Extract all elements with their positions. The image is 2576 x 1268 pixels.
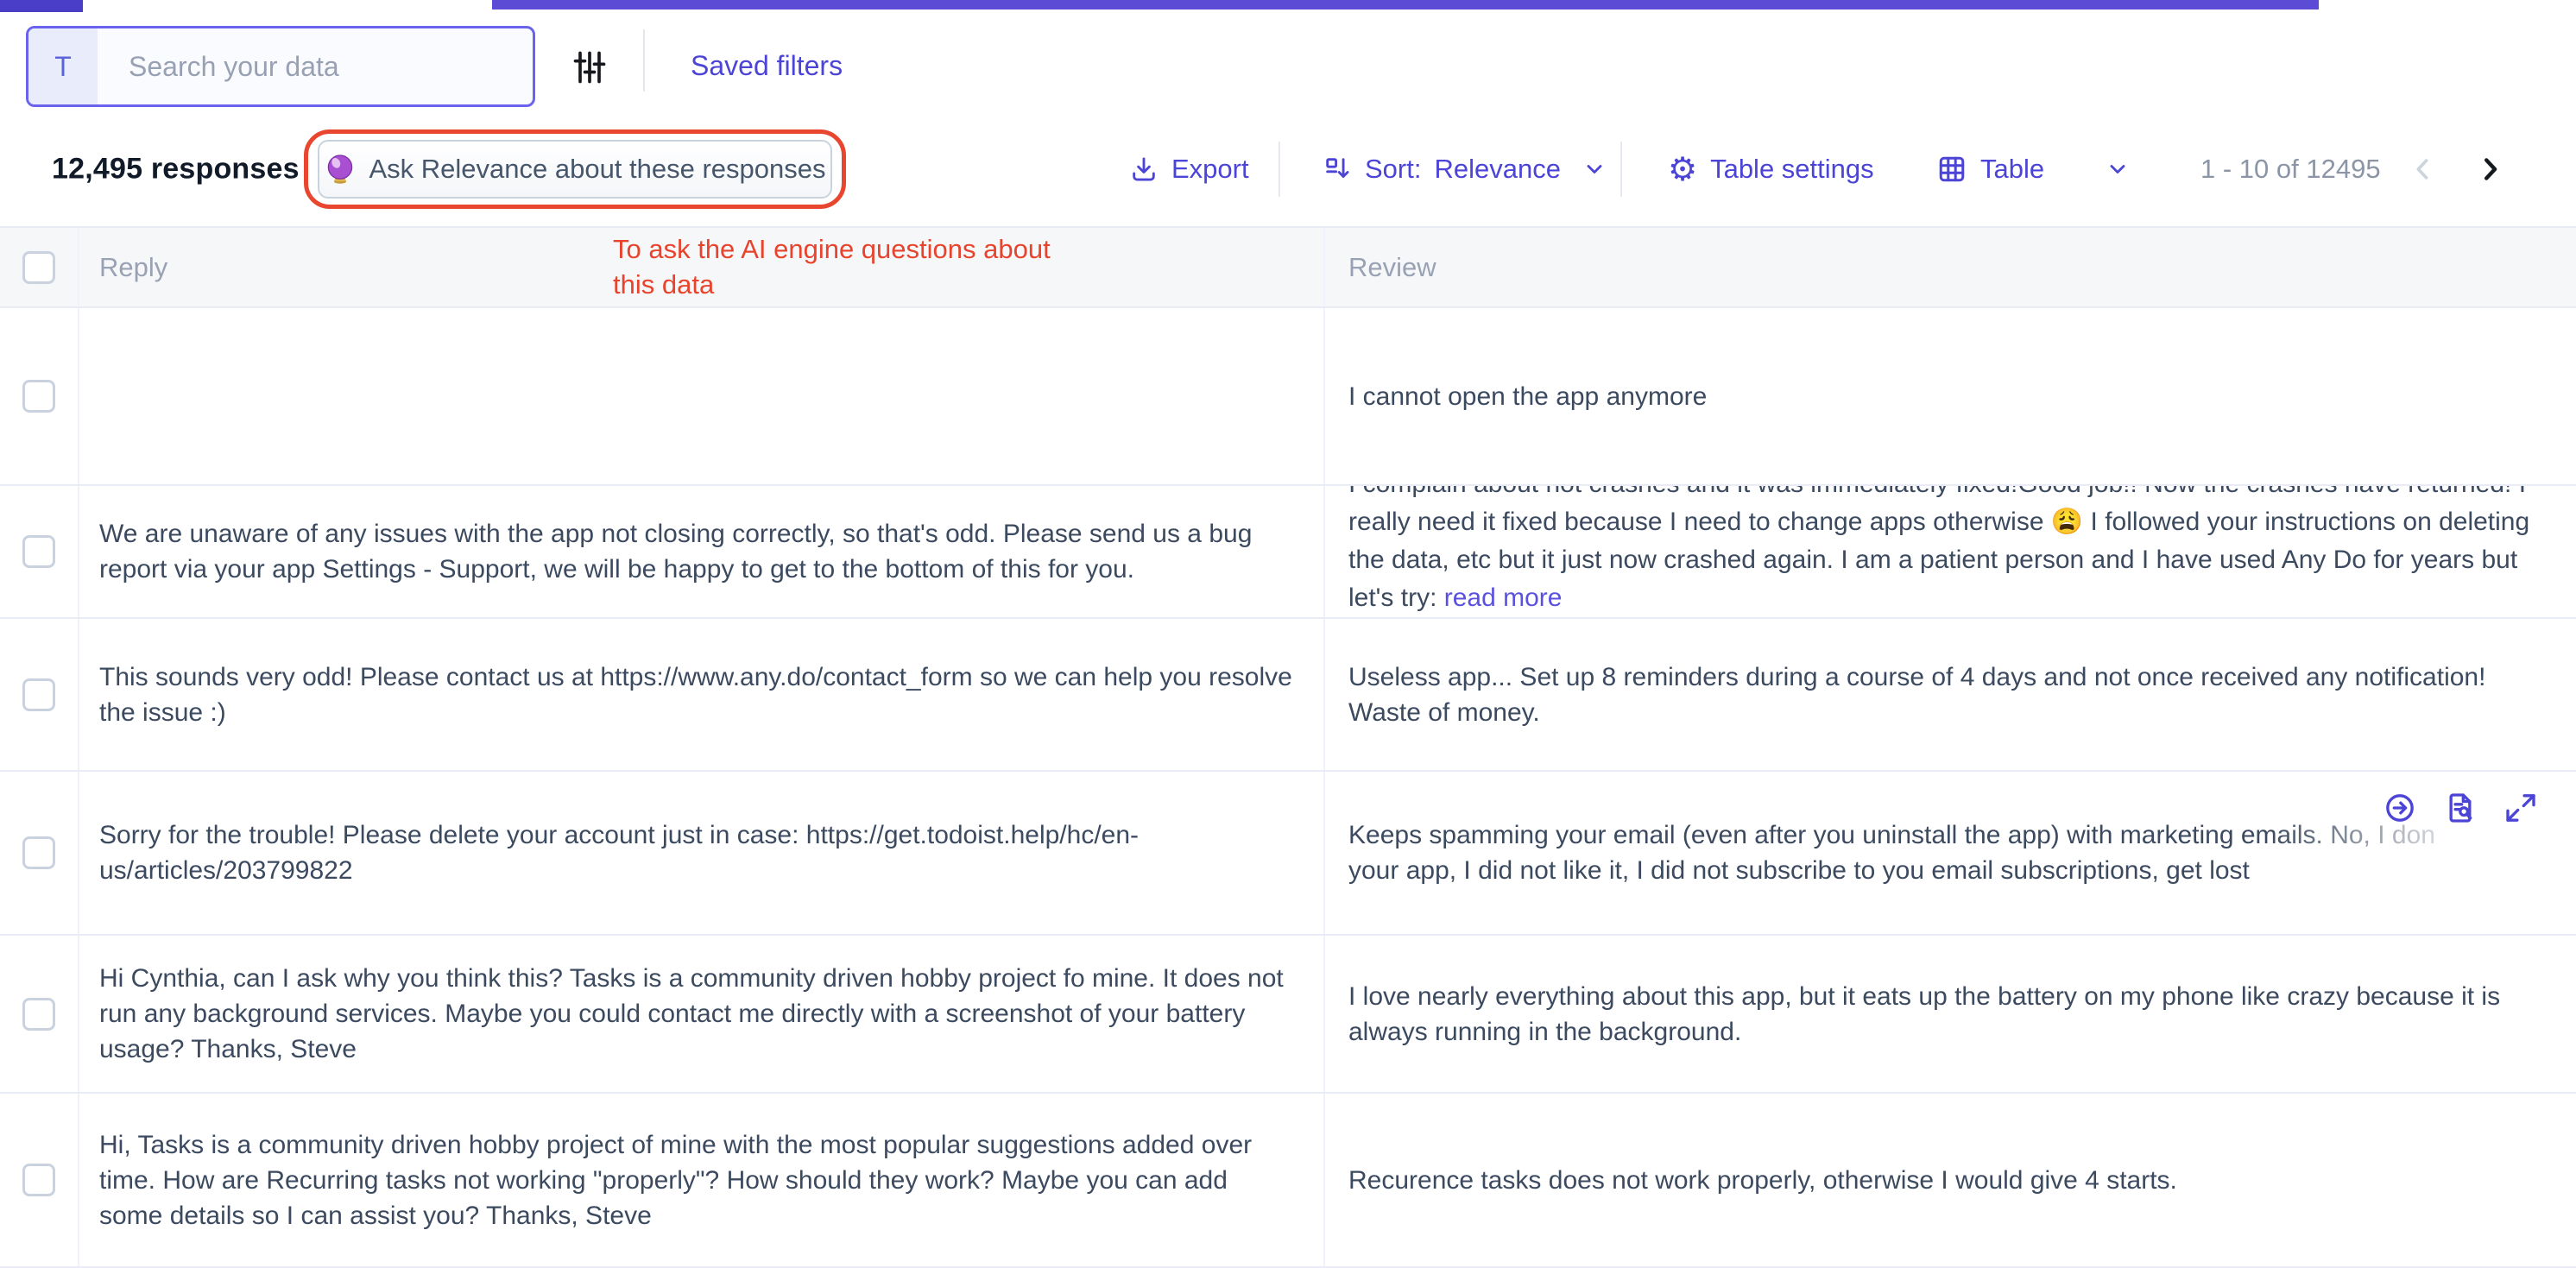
search-input[interactable] (98, 28, 533, 104)
checkbox-cell (0, 1094, 79, 1266)
row-checkbox[interactable] (22, 836, 55, 869)
column-header-reply: Reply (99, 251, 168, 282)
table-row: I cannot open the app anymore (0, 308, 2576, 486)
checkbox-cell (0, 772, 79, 934)
table-grid-icon (1939, 156, 1965, 182)
table-row: We are unaware of any issues with the ap… (0, 486, 2576, 619)
reply-text: Hi Cynthia, can I ask why you think this… (99, 964, 1284, 1063)
saved-filters-label: Saved filters (691, 49, 843, 81)
pagination-range: 1 - 10 of 12495 (2200, 154, 2381, 184)
responses-table: Reply Review I cannot open the app anymo… (0, 226, 2576, 1268)
annotation-note: To ask the AI engine questions about thi… (613, 231, 1051, 302)
review-cell[interactable]: Recurence tasks does not work properly, … (1325, 1094, 2576, 1266)
read-more-link[interactable]: read more (1443, 584, 1563, 612)
sort-descending-icon (1326, 158, 1349, 178)
expand-icon[interactable] (2503, 791, 2538, 825)
row-checkbox[interactable] (22, 678, 55, 711)
chevron-left-icon (2416, 159, 2428, 180)
review-cell[interactable]: Useless app... Set up 8 reminders during… (1325, 619, 2576, 770)
export-button[interactable]: Export (1129, 154, 1249, 185)
filter-sliders-button[interactable] (565, 43, 614, 91)
view-label: Table (1980, 154, 2045, 184)
text-type-icon: T (28, 28, 98, 104)
review-cell[interactable]: I love nearly everything about this app,… (1325, 936, 2576, 1092)
review-text-clipped: I complain about not crashes and it was … (1348, 486, 2530, 612)
reply-cell[interactable]: This sounds very odd! Please contact us … (79, 619, 1325, 770)
sort-label: Sort: (1365, 154, 1422, 184)
view-document-icon[interactable] (2443, 791, 2478, 825)
table-row: Sorry for the trouble! Please delete you… (0, 772, 2576, 936)
ask-relevance-button[interactable]: Ask Relevance about these responses (318, 140, 832, 199)
chevron-right-icon (2484, 158, 2497, 180)
toolbar: 12,495 responses Ask Relevance about the… (0, 128, 2576, 211)
select-all-checkbox[interactable] (22, 250, 55, 284)
review-text: Keeps spamming your email (even after yo… (1348, 817, 2545, 888)
column-header-review: Review (1348, 251, 1436, 282)
previous-page-button[interactable] (2409, 155, 2438, 184)
responses-count: 12,495 responses (52, 152, 300, 186)
reply-cell[interactable] (79, 308, 1325, 484)
vertical-divider (643, 29, 645, 91)
table-header-row: Reply Review (0, 226, 2576, 308)
sort-button[interactable]: Sort: Relevance (1323, 154, 1607, 185)
table-settings-button[interactable]: ⚙ Table settings (1668, 153, 1874, 186)
table-row: This sounds very odd! Please contact us … (0, 619, 2576, 772)
checkbox-cell (0, 619, 79, 770)
reply-cell[interactable]: We are unaware of any issues with the ap… (79, 486, 1325, 617)
search-prefix-label: T (54, 50, 72, 82)
reply-text: Sorry for the trouble! Please delete you… (99, 821, 1140, 885)
row-checkbox[interactable] (22, 1164, 55, 1196)
review-line: your app, I did not like it, I did not s… (1348, 856, 2250, 885)
row-checkbox[interactable] (22, 380, 55, 413)
view-selector[interactable]: Table (1936, 154, 2130, 185)
annotation-line1: To ask the AI engine questions about (613, 234, 1051, 264)
checkbox-cell (0, 936, 79, 1092)
row-checkbox[interactable] (22, 997, 55, 1031)
top-bar-segment-main (492, 0, 2319, 9)
gear-icon: ⚙ (1668, 150, 1698, 188)
review-cell[interactable]: I complain about not crashes and it was … (1325, 486, 2576, 617)
sort-value: Relevance (1434, 154, 1561, 184)
chevron-down-icon (1587, 165, 1602, 173)
annotation-line2: this data (613, 269, 715, 300)
search-box[interactable]: T (26, 26, 535, 107)
crystal-ball-icon (328, 155, 353, 184)
table-settings-label: Table settings (1710, 154, 1874, 184)
next-page-button[interactable] (2474, 154, 2505, 185)
review-cell[interactable]: Keeps spamming your email (even after yo… (1325, 772, 2576, 934)
reply-cell[interactable]: Hi Cynthia, can I ask why you think this… (79, 936, 1325, 1092)
toolbar-divider (1279, 142, 1280, 197)
header-review-cell[interactable]: Review (1325, 228, 2576, 306)
reply-text: We are unaware of any issues with the ap… (99, 520, 1253, 584)
chevron-down-icon[interactable] (2106, 157, 2130, 181)
sliders-icon (573, 51, 606, 84)
checkbox-cell (0, 308, 79, 484)
review-text: Useless app... Set up 8 reminders during… (1348, 662, 2486, 727)
checkbox-cell (0, 486, 79, 617)
review-line-faded: Keeps spamming your email (even after yo… (1348, 817, 2545, 853)
row-checkbox[interactable] (22, 535, 55, 568)
header-reply-cell[interactable]: Reply (79, 228, 1325, 306)
table-row: Hi, Tasks is a community driven hobby pr… (0, 1094, 2576, 1268)
review-text: Recurence tasks does not work properly, … (1348, 1165, 2177, 1195)
toolbar-divider (1620, 142, 1622, 197)
header-checkbox-cell (0, 228, 79, 306)
reply-cell[interactable]: Sorry for the trouble! Please delete you… (79, 772, 1325, 934)
search-row: T Saved filters (0, 22, 2576, 109)
reply-cell[interactable]: Hi, Tasks is a community driven hobby pr… (79, 1094, 1325, 1266)
table-row: Hi Cynthia, can I ask why you think this… (0, 936, 2576, 1094)
ask-relevance-label: Ask Relevance about these responses (369, 154, 826, 184)
reply-text: This sounds very odd! Please contact us … (99, 662, 1292, 727)
download-icon (1133, 157, 1155, 181)
saved-filters-link[interactable]: Saved filters (691, 22, 843, 109)
review-text: I complain about not crashes and it was … (1348, 486, 2545, 617)
row-hover-actions (2383, 791, 2538, 825)
reply-text: Hi, Tasks is a community driven hobby pr… (99, 1130, 1253, 1230)
review-cell[interactable]: I cannot open the app anymore (1325, 308, 2576, 484)
export-label: Export (1171, 154, 1249, 184)
review-text: I love nearly everything about this app,… (1348, 981, 2501, 1046)
top-bar-segment-left (0, 0, 83, 12)
review-text: I cannot open the app anymore (1348, 382, 1708, 411)
open-record-icon[interactable] (2383, 791, 2417, 825)
